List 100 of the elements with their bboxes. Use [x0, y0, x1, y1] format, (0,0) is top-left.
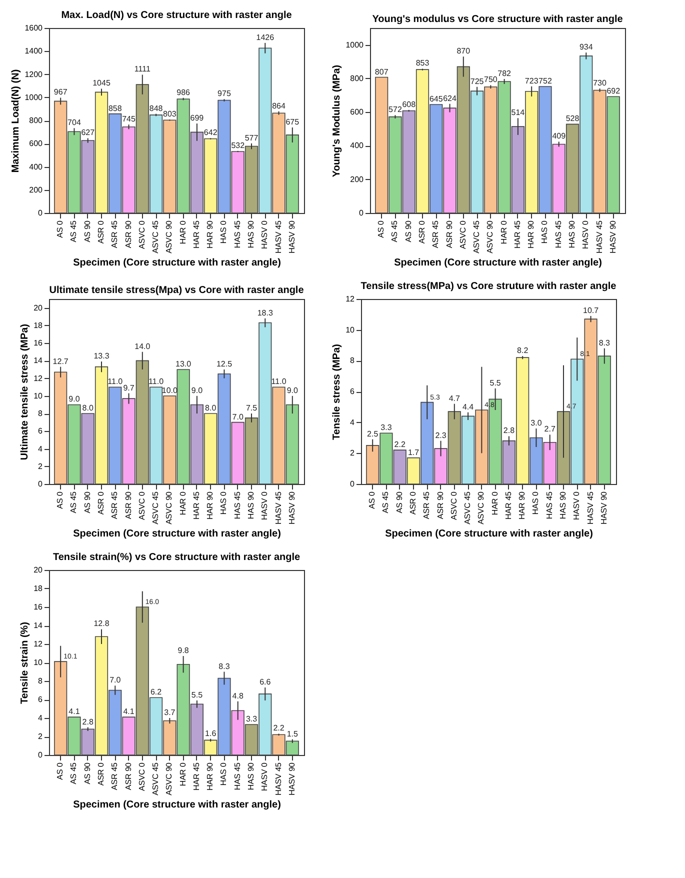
x-tick-label: HAS 90 [558, 490, 568, 520]
data-label: 4.4 [462, 402, 474, 412]
data-label: 8.0 [82, 404, 94, 413]
data-label: 5.5 [191, 690, 204, 700]
y-tick-label: 4 [350, 418, 356, 427]
x-tick-label: ASR 45 [422, 490, 432, 520]
y-tick-label: 200 [29, 185, 44, 194]
x-tick-label: ASR 0 [96, 490, 106, 515]
y-tick-label: 14 [34, 621, 44, 630]
x-tick-label: AS 90 [404, 220, 413, 242]
x-tick-label: ASVC 90 [164, 490, 174, 524]
y-tick-label: 400 [350, 141, 364, 150]
data-label: 11.0 [271, 377, 287, 386]
data-label: 7.0 [110, 676, 122, 685]
x-tick-label: HAR 45 [192, 762, 201, 791]
data-label: 8.3 [218, 662, 230, 671]
data-label: 704 [68, 118, 82, 128]
data-label: 9.7 [123, 383, 135, 392]
y-tick-label: 4 [38, 714, 44, 722]
x-tick-label: AS 45 [381, 490, 390, 514]
y-axis-title: Young's Modulus (MPa) [332, 64, 343, 178]
x-tick-label: HAR 0 [178, 220, 188, 244]
chart-title: Max. Load(N) vs Core structure with raster angle [61, 10, 292, 21]
x-axis-title: Specimen (Core structure with raster angle) [385, 528, 593, 540]
data-label: 8.2 [517, 346, 529, 356]
x-tick-label: HASV 90 [287, 490, 296, 524]
x-tick-label: HASV 45 [274, 490, 283, 524]
x-tick-label: AS 90 [82, 490, 92, 514]
x-tick-label: ASR 90 [124, 762, 133, 790]
x-tick-label: AS 0 [56, 490, 65, 509]
y-tick-label: 2 [38, 462, 44, 471]
x-axis-title: Specimen (Core structure with raster angle) [394, 257, 602, 268]
data-label: 9.8 [178, 646, 190, 656]
y-tick-label: 12 [34, 374, 44, 383]
x-tick-label: ASVC 45 [463, 490, 472, 524]
x-tick-label: ASR 45 [110, 220, 120, 248]
x-tick-label: AS 90 [394, 490, 404, 514]
x-tick-label: HASV 45 [586, 490, 595, 524]
x-axis-title: Specimen (Core structure with raster angle) [73, 799, 281, 810]
y-tick-label: 8 [350, 356, 356, 366]
y-tick-label: 10 [346, 325, 356, 334]
data-label: 624 [443, 94, 457, 103]
data-label: 2.8 [82, 717, 94, 726]
x-tick-label: AS 45 [69, 490, 78, 514]
data-label: 1045 [92, 78, 111, 88]
y-tick-label: 0 [38, 480, 44, 488]
data-label: 14.0 [134, 342, 151, 351]
x-tick-label: AS 90 [82, 220, 92, 242]
data-label: 409 [552, 132, 566, 141]
x-tick-label: ASVC 0 [449, 490, 458, 520]
y-tick-label: 4 [38, 444, 44, 454]
y-tick-label: 16 [34, 602, 44, 612]
data-label: 752 [538, 76, 552, 86]
chart-title: Tensile strain(%) vs Core structure with raster angle [52, 552, 300, 563]
x-tick-label: HAS 0 [540, 220, 550, 244]
data-label: 2.7 [544, 424, 556, 434]
x-tick-label: HAR 45 [192, 220, 201, 249]
x-tick-label: ASR 0 [96, 220, 106, 244]
y-axis-title: Ultimate tensile stress (MPa) [20, 324, 31, 460]
x-tick-label: AS 45 [69, 220, 78, 242]
x-tick-label: ASVC 90 [164, 220, 174, 254]
x-tick-label: ASVC 0 [458, 220, 468, 249]
y-tick-label: 800 [350, 74, 364, 83]
data-label: 2.2 [273, 724, 285, 733]
y-tick-label: 1200 [24, 70, 44, 79]
x-tick-label: HASV 0 [572, 490, 582, 520]
y-tick-label: 1000 [24, 92, 44, 102]
x-tick-label: ASR 0 [408, 490, 418, 515]
x-tick-label: HAR 90 [526, 220, 536, 249]
y-tick-label: 600 [29, 139, 44, 148]
data-label: 7.0 [232, 412, 244, 422]
x-axis-title: Specimen (Core structure with raster angle) [73, 257, 281, 268]
y-tick-label: 6 [38, 426, 44, 436]
data-label: 18.3 [257, 308, 274, 318]
y-tick-label: 12 [346, 294, 356, 304]
data-label: 858 [108, 104, 122, 113]
x-tick-label: HAR 0 [178, 762, 188, 786]
data-label: 782 [498, 68, 512, 78]
y-tick-label: 14 [34, 356, 44, 366]
x-tick-label: ASR 90 [444, 220, 454, 248]
x-tick-label: AS 45 [390, 220, 400, 242]
data-label: 7.5 [246, 404, 258, 413]
x-tick-label: ASR 90 [124, 490, 133, 520]
x-tick-label: HAS 0 [219, 762, 228, 786]
y-tick-label: 10 [34, 658, 44, 667]
x-tick-label: HASV 0 [260, 762, 270, 791]
data-label: 848 [149, 104, 164, 113]
x-tick-label: ASR 90 [124, 220, 133, 248]
x-tick-label: HAR 90 [206, 220, 215, 249]
data-label: 532 [231, 140, 246, 150]
x-tick-label: HAR 45 [192, 490, 201, 520]
data-label: 514 [511, 108, 526, 118]
x-tick-label: HASV 45 [274, 220, 283, 254]
x-tick-label: HAS 0 [219, 220, 228, 244]
y-tick-label: 10 [34, 391, 44, 400]
x-tick-label: ASR 90 [436, 490, 445, 520]
data-label: 8.3 [598, 338, 611, 348]
x-tick-label: HAR 45 [512, 220, 522, 249]
data-label: 3.3 [380, 423, 392, 432]
x-axis-title: Specimen (Core structure with raster angle) [73, 528, 281, 540]
